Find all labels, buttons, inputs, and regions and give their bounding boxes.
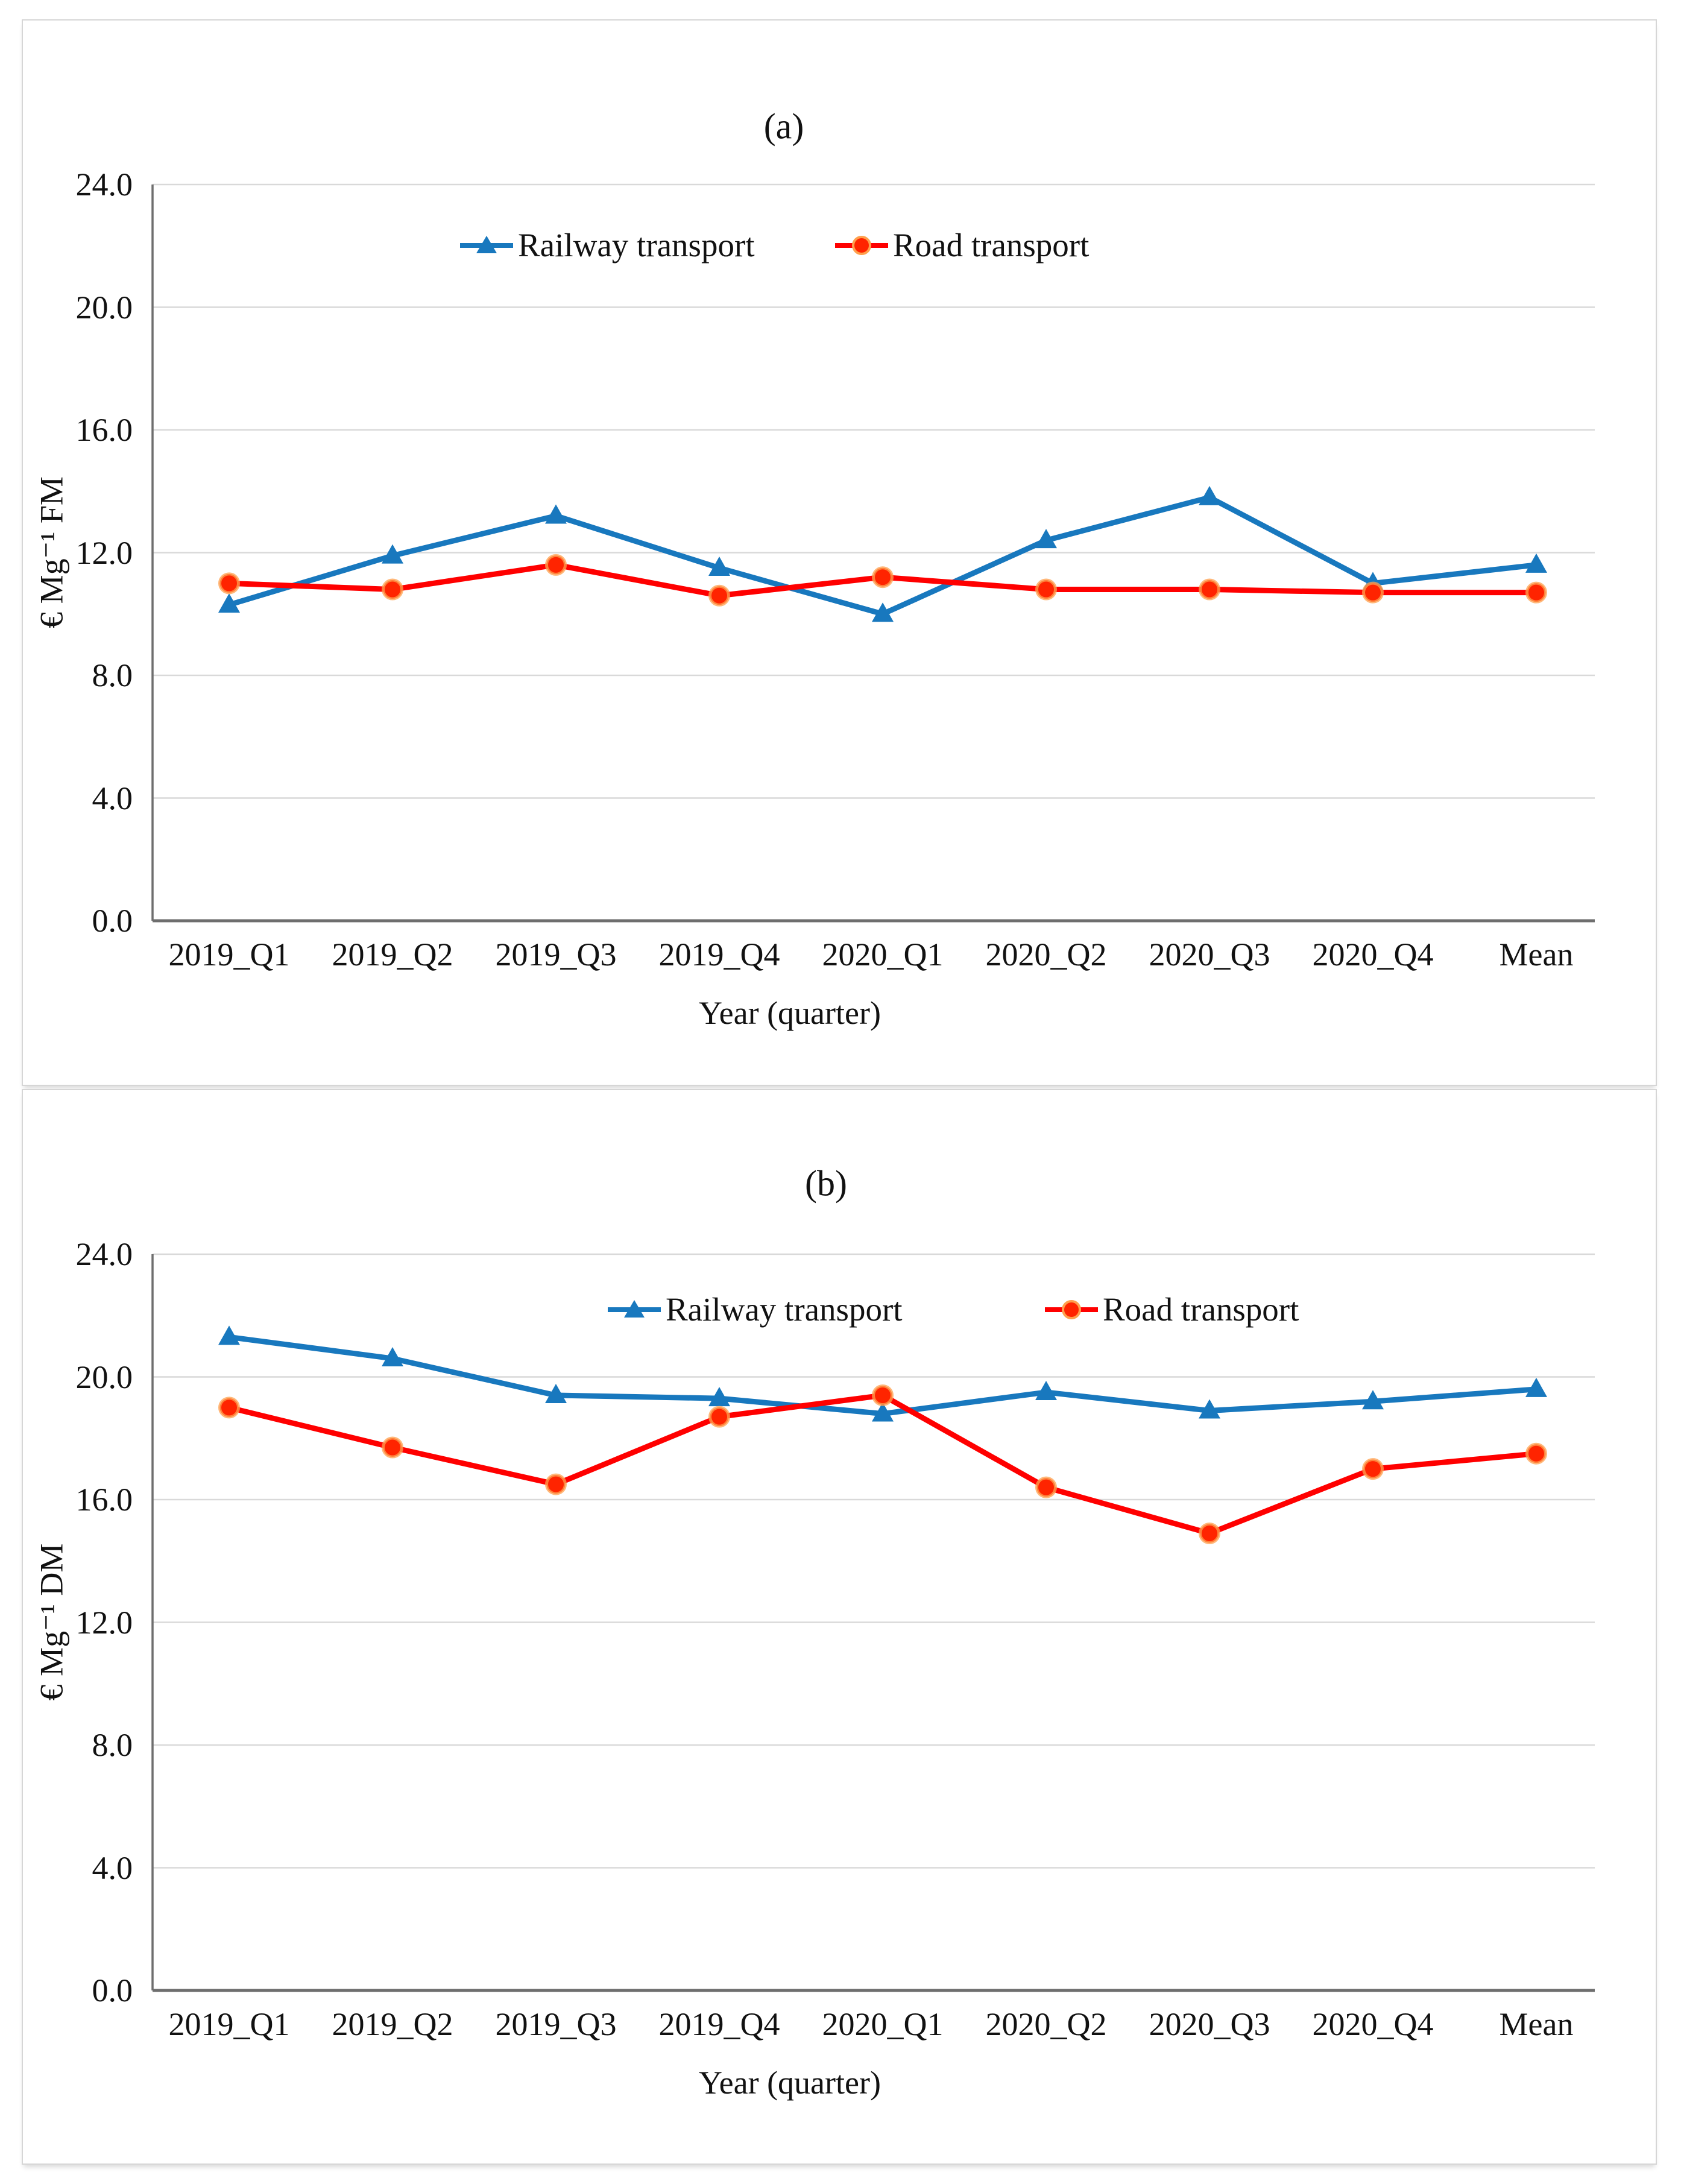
road-marker: [1035, 578, 1057, 601]
road-marker: [872, 1384, 894, 1407]
x-tick-label: 2019_Q3: [495, 2006, 617, 2042]
road-legend-marker-icon: [835, 235, 888, 255]
railway-marker: [872, 602, 894, 622]
railway-marker: [1199, 1399, 1220, 1419]
x-tick-label: 2019_Q1: [168, 936, 290, 973]
x-tick-label: 2019_Q1: [168, 2006, 290, 2042]
road-marker: [1525, 581, 1547, 604]
road-legend-marker-icon: [1045, 1299, 1098, 1319]
y-tick-label: 4.0: [92, 780, 133, 816]
y-tick-label: 20.0: [75, 1359, 133, 1395]
x-tick-label: 2019_Q4: [658, 936, 780, 973]
road-marker: [218, 1397, 240, 1419]
x-tick-label: 2019_Q2: [332, 936, 453, 973]
y-tick-label: 24.0: [75, 166, 133, 203]
road-marker: [1362, 1458, 1384, 1480]
y-tick-label: 16.0: [75, 1482, 133, 1518]
legend-label: Railway transport: [518, 227, 755, 264]
road-marker: [1362, 581, 1384, 604]
railway-series-line: [226, 494, 1539, 617]
railway-marker: [218, 593, 240, 613]
legend-item-road: Road transport: [1045, 1290, 1299, 1328]
x-tick-label: 2019_Q2: [332, 2006, 453, 2042]
railway-marker: [1199, 485, 1220, 505]
x-tick-label: 2020_Q4: [1312, 936, 1434, 973]
railway-marker: [382, 1346, 403, 1366]
legend-label: Railway transport: [666, 1291, 903, 1328]
road-marker: [708, 1406, 730, 1428]
railway-marker: [1525, 1377, 1547, 1397]
road-marker: [545, 1473, 567, 1495]
legend-label: Road transport: [893, 227, 1090, 264]
y-tick-label: 20.0: [75, 289, 133, 326]
railway-marker: [1362, 1390, 1384, 1410]
railway-marker: [382, 544, 403, 564]
railway-legend-marker-icon: [608, 1299, 661, 1318]
y-tick-label: 0.0: [92, 1972, 133, 2009]
x-tick-label: 2020_Q2: [985, 2006, 1107, 2042]
road-marker: [1199, 578, 1220, 601]
railway-marker: [218, 1325, 240, 1345]
x-tick-label: 2020_Q1: [822, 936, 944, 973]
chart-b-x-axis-title: Year (quarter): [699, 2065, 881, 2101]
road-marker: [1199, 1522, 1220, 1544]
road-marker: [382, 1436, 403, 1459]
chart-a-title: (a): [763, 106, 804, 147]
x-tick-label: 2020_Q3: [1149, 936, 1270, 973]
road-marker: [545, 554, 567, 576]
road-marker: [1035, 1476, 1057, 1498]
railway-marker: [1035, 529, 1057, 549]
x-tick-label: Mean: [1499, 936, 1574, 973]
road-marker: [708, 584, 730, 607]
legend-item-railway: Railway transport: [608, 1290, 903, 1328]
x-tick-label: 2020_Q4: [1312, 2006, 1434, 2042]
y-tick-label: 0.0: [92, 903, 133, 939]
legend-item-road: Road transport: [835, 226, 1089, 264]
railway-marker: [872, 1402, 894, 1422]
y-tick-label: 12.0: [75, 1604, 133, 1641]
railway-marker: [545, 1384, 567, 1404]
legend-label: Road transport: [1103, 1291, 1299, 1328]
chart-b-title: (b): [805, 1163, 847, 1204]
y-tick-label: 8.0: [92, 657, 133, 693]
x-tick-label: 2019_Q3: [495, 936, 617, 973]
y-tick-label: 4.0: [92, 1849, 133, 1886]
legend-item-railway: Railway transport: [460, 226, 755, 264]
x-tick-label: Mean: [1499, 2006, 1574, 2042]
road-marker: [218, 572, 240, 595]
x-tick-label: 2020_Q1: [822, 2006, 944, 2042]
panel-b: [22, 1089, 1657, 2165]
railway-legend-marker-icon: [460, 235, 513, 253]
railway-marker: [1035, 1380, 1057, 1400]
y-tick-label: 24.0: [75, 1236, 133, 1272]
y-tick-label: 16.0: [75, 412, 133, 448]
x-tick-label: 2020_Q2: [985, 936, 1107, 973]
y-tick-label: 8.0: [92, 1727, 133, 1763]
railway-marker: [1525, 553, 1547, 573]
railway-marker: [545, 504, 567, 524]
chart-a-x-axis-title: Year (quarter): [699, 995, 881, 1031]
road-marker: [1525, 1442, 1547, 1465]
x-tick-label: 2020_Q3: [1149, 2006, 1270, 2042]
railway-marker: [708, 1387, 730, 1407]
road-marker: [382, 578, 403, 601]
road-marker: [872, 566, 894, 589]
x-tick-label: 2019_Q4: [658, 2006, 780, 2042]
railway-marker: [708, 556, 730, 576]
y-tick-label: 12.0: [75, 534, 133, 571]
